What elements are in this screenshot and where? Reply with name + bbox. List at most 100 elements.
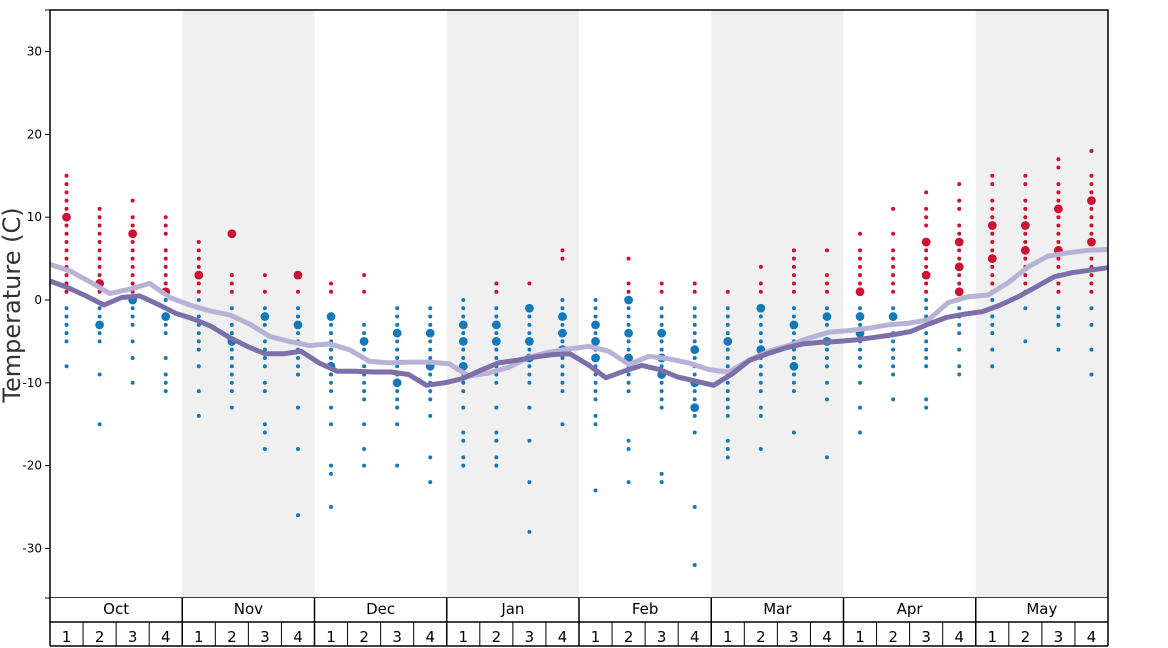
cold-dot bbox=[229, 322, 234, 327]
warm-dot bbox=[725, 289, 730, 294]
cold-dot bbox=[428, 480, 433, 485]
cold-dot bbox=[362, 422, 367, 427]
week-label: 1 bbox=[194, 628, 204, 646]
cold-dot bbox=[725, 397, 730, 402]
cold-dot bbox=[295, 372, 300, 377]
warm-dot bbox=[64, 289, 69, 294]
cold-dot bbox=[657, 328, 667, 338]
warm-dot bbox=[791, 289, 796, 294]
warm-dot bbox=[1087, 196, 1096, 206]
cold-dot bbox=[824, 455, 829, 460]
warm-dot bbox=[1056, 165, 1061, 170]
cold-dot bbox=[924, 364, 929, 369]
cold-dot bbox=[130, 314, 135, 319]
week-label: 3 bbox=[657, 628, 667, 646]
cold-dot bbox=[626, 380, 631, 385]
cold-dot bbox=[659, 314, 664, 319]
cold-dot bbox=[97, 422, 102, 427]
cold-dot bbox=[64, 306, 69, 311]
warm-dot bbox=[891, 256, 896, 261]
warm-dot bbox=[1023, 173, 1028, 178]
cold-dot bbox=[758, 314, 763, 319]
cold-dot bbox=[725, 364, 730, 369]
y-tick-label: 0 bbox=[34, 293, 42, 307]
warm-dot bbox=[990, 264, 995, 269]
cold-dot bbox=[593, 331, 598, 336]
cold-dot bbox=[725, 455, 730, 460]
cold-dot bbox=[891, 372, 896, 377]
cold-dot bbox=[758, 372, 763, 377]
cold-dot bbox=[196, 347, 201, 352]
cold-dot bbox=[196, 298, 201, 302]
cold-dot bbox=[527, 480, 532, 485]
week-label: 1 bbox=[62, 628, 72, 646]
cold-dot bbox=[362, 322, 367, 327]
cold-dot bbox=[692, 355, 697, 360]
cold-dot bbox=[725, 314, 730, 319]
cold-dot bbox=[593, 389, 598, 394]
warm-dot bbox=[824, 248, 829, 253]
cold-dot bbox=[692, 413, 697, 418]
warm-dot bbox=[329, 281, 334, 286]
warm-dot bbox=[1089, 182, 1094, 187]
week-label: 2 bbox=[359, 628, 369, 646]
week-label: 3 bbox=[260, 628, 270, 646]
warm-dot bbox=[362, 289, 367, 294]
warm-dot bbox=[1023, 231, 1028, 236]
cold-dot bbox=[428, 339, 433, 344]
warm-dot bbox=[1056, 190, 1061, 195]
cold-dot bbox=[692, 430, 697, 435]
month-label-feb: Feb bbox=[632, 600, 659, 618]
warm-dot bbox=[990, 273, 995, 278]
cold-dot bbox=[64, 322, 69, 327]
cold-dot bbox=[525, 303, 534, 313]
cold-dot bbox=[329, 463, 334, 468]
cold-dot bbox=[392, 328, 402, 338]
cold-dot bbox=[624, 328, 633, 338]
cold-dot bbox=[461, 355, 466, 360]
warm-dot bbox=[130, 223, 135, 228]
warm-dot bbox=[659, 289, 664, 294]
cold-dot bbox=[891, 306, 896, 311]
cold-dot bbox=[1089, 322, 1094, 327]
trend-lines bbox=[49, 247, 1109, 388]
cold-dot bbox=[161, 312, 171, 321]
cold-dot bbox=[163, 372, 168, 377]
cold-dot bbox=[329, 347, 334, 352]
warm-dot bbox=[1056, 240, 1061, 245]
cold-dot bbox=[626, 480, 631, 485]
warm-dot bbox=[990, 206, 995, 211]
x-axis: Oct 1 2 3 4 Nov 1 2 3 4 Dec 1 2 3 4 Jan 1 2 3 4 Feb 1 2 3 4 Mar 1 2… bbox=[49, 598, 1109, 647]
warm-dot bbox=[163, 231, 168, 236]
cold-dot bbox=[659, 322, 664, 327]
warm-dot bbox=[1089, 231, 1094, 236]
warm-dot bbox=[1089, 289, 1094, 294]
trend-line-dark bbox=[49, 265, 1109, 388]
warm-dot bbox=[527, 281, 532, 286]
cold-dot bbox=[758, 447, 763, 452]
cold-dot bbox=[1056, 322, 1061, 327]
cold-dot bbox=[491, 320, 501, 330]
cold-dot bbox=[891, 364, 896, 369]
cold-dot bbox=[692, 339, 697, 344]
warm-dot bbox=[1023, 206, 1028, 211]
cold-dot bbox=[64, 331, 69, 336]
warm-dot bbox=[1023, 215, 1028, 220]
warm-dot bbox=[194, 270, 204, 280]
warm-dot bbox=[196, 281, 201, 286]
cold-dot bbox=[593, 306, 598, 311]
cold-dot bbox=[591, 353, 600, 363]
warm-dot bbox=[1023, 256, 1028, 261]
cold-dot bbox=[458, 337, 468, 346]
cold-dot bbox=[229, 331, 234, 336]
cold-dot bbox=[362, 447, 367, 452]
cold-dot bbox=[593, 397, 598, 402]
warm-dot bbox=[791, 256, 796, 261]
warm-dot bbox=[560, 248, 565, 253]
cold-dot bbox=[659, 339, 664, 344]
week-label: 3 bbox=[921, 628, 931, 646]
cold-dot bbox=[262, 430, 267, 435]
week-label: 2 bbox=[492, 628, 502, 646]
cold-dot bbox=[97, 306, 102, 311]
warm-dot bbox=[64, 256, 69, 261]
